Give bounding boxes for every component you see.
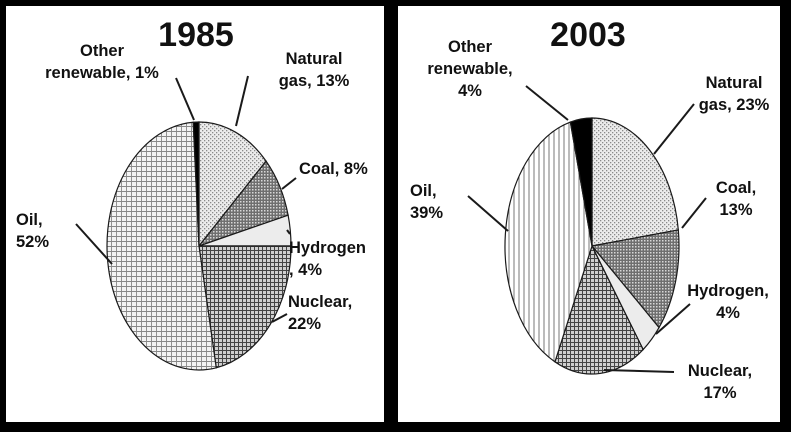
leader-line-nuclear-17	[603, 369, 675, 373]
pie-chart-2003: 2003 Natural gas, 23% Coal, 13% Hydrogen, 4% Nu…	[410, 16, 770, 402]
pie-slice-other-renewable-4	[569, 117, 593, 247]
leader-line-natural-gas-23	[653, 103, 695, 155]
chart-panel-2003: 2003 Natural gas, 23% Coal, 13% Hydrogen, 4% Nu…	[398, 6, 780, 422]
pie-slice-oil-52	[106, 121, 217, 371]
pie-slice-other-renewable-1	[192, 121, 200, 247]
pie-slice-natural-gas-23	[591, 117, 679, 247]
slice-label-nuclear-22: Nuclear, 22%	[288, 293, 352, 333]
slice-labels: Natural gas, 23% Coal, 13% Hydrogen, 4% Nuclea…	[410, 38, 770, 402]
pie-slice-nuclear-22	[198, 245, 292, 369]
chart-panel-1985: 1985 Natural gas, 13% Coal, 8% Hydrogen, 4% N…	[6, 6, 384, 422]
pie-slices	[106, 121, 292, 371]
slice-label-natural-gas-23: Natural gas, 23%	[699, 74, 770, 114]
chart-title: 1985	[158, 16, 234, 54]
pie-slice-nuclear-17	[554, 244, 644, 375]
slice-label-other-renewable-1: Other renewable, 1%	[45, 42, 159, 82]
slice-label-oil-52: Oil, 52%	[16, 211, 49, 251]
leader-line-natural-gas-13	[235, 75, 249, 127]
slice-label-coal-13: Coal, 13%	[716, 179, 756, 219]
slice-label-oil-39: Oil, 39%	[410, 182, 443, 222]
pie-slice-oil-39	[504, 121, 593, 363]
slice-label-other-renewable-4: Other renewable, 4%	[427, 38, 512, 100]
slice-label-nuclear-17: Nuclear, 17%	[688, 362, 752, 402]
slice-label-coal-8: Coal, 8%	[299, 160, 368, 178]
slice-labels: Natural gas, 13% Coal, 8% Hydrogen, 4% Nucle…	[16, 42, 368, 333]
pie-slice-coal-13	[590, 229, 680, 329]
leader-line-oil-39	[467, 195, 509, 232]
leader-line-coal-13	[681, 197, 707, 229]
slice-label-hydrogen-4: Hydrogen, 4%	[289, 239, 366, 279]
slice-label-hydrogen-4: Hydrogen, 4%	[687, 282, 769, 322]
leader-line-other-renewable-4	[525, 85, 569, 121]
slice-label-natural-gas-13: Natural gas, 13%	[279, 50, 350, 90]
leader-line-nuclear-22	[271, 313, 288, 323]
leader-line-coal-8	[281, 177, 297, 190]
pie-slice-natural-gas-13	[198, 121, 267, 248]
leader-line-other-renewable-1	[175, 77, 195, 121]
chart-title: 2003	[550, 16, 626, 54]
pie-slices	[504, 117, 680, 375]
leader-line-hydrogen-4	[655, 303, 691, 335]
leader-line-hydrogen-4	[286, 229, 291, 235]
leader-line-oil-52	[75, 223, 113, 265]
